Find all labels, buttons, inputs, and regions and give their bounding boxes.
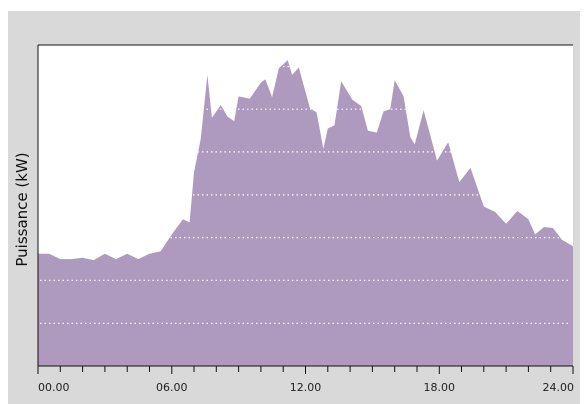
x-tick-label-0: 00.00 (38, 381, 70, 394)
grid-layer (40, 65, 571, 324)
x-tick-label-2: 12.00 (290, 381, 322, 394)
series-layer (38, 60, 573, 366)
x-tick-layer: 00.00 06.00 12.00 18.00 24.00 (37, 366, 575, 394)
y-axis-title: Puissance (kW) (13, 152, 31, 266)
area-series-0 (38, 60, 573, 366)
x-tick-label-4: 24.00 (543, 381, 575, 394)
x-tick-label-1: 06.00 (156, 381, 188, 394)
x-tick-label-3: 18.00 (424, 381, 456, 394)
